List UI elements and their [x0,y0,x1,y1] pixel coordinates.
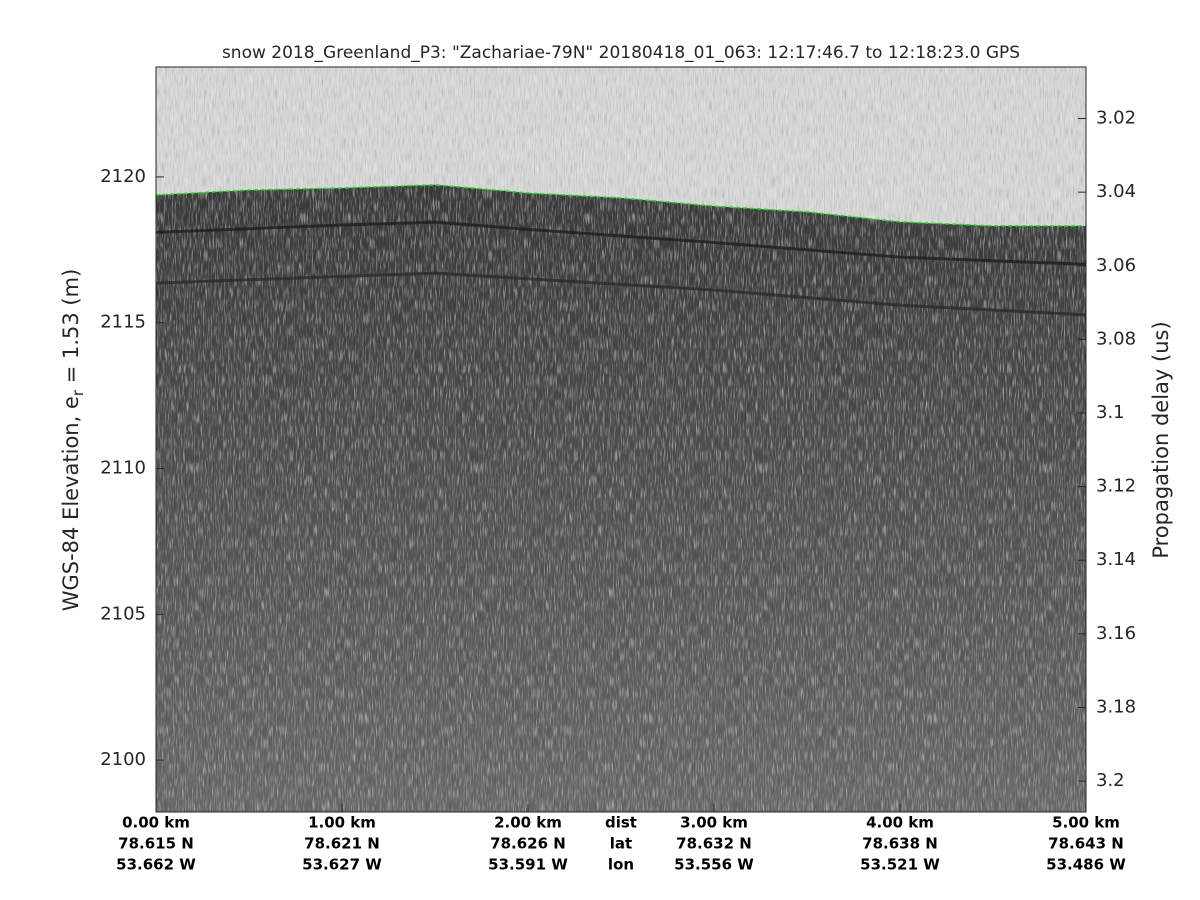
x-tick-label: 0.00 km [122,814,190,832]
lon-label: 53.556 W [674,856,754,874]
lat-label: 78.632 N [676,835,752,853]
y2-tick-label: 3.2 [1096,770,1125,791]
internal-layer [156,271,1086,317]
lon-label: 53.486 W [1046,856,1126,874]
lon-label: 53.591 W [488,856,568,874]
x-tick-label: 5.00 km [1052,814,1120,832]
y-label-text: = 1.53 (m) [59,269,83,390]
x-tick-label: 3.00 km [680,814,748,832]
y2-tick-label: 3.04 [1096,181,1136,202]
surface-line [156,184,1086,227]
y2-tick-label: 3.14 [1096,549,1136,570]
lat-label: 78.615 N [118,835,194,853]
ice-fill [156,184,1086,812]
y-tick-label: 2105 [100,603,146,624]
chart-title: snow 2018_Greenland_P3: "Zachariae-79N" … [222,43,1020,63]
x-tick-label: 1.00 km [308,814,376,832]
x-row-label: lon [608,856,634,874]
y2-axis-label: Propagation delay (us) [1149,321,1173,558]
lon-label: 53.627 W [302,856,382,874]
y2-tick-label: 3.06 [1096,255,1136,276]
y-label-sub: r [69,389,87,396]
lon-label: 53.521 W [860,856,940,874]
y-tick-label: 2120 [100,166,146,187]
y2-tick-label: 3.1 [1096,402,1125,423]
y-label-text: WGS-84 Elevation, e [59,396,83,611]
lat-label: 78.621 N [304,835,380,853]
plot-frame [155,66,1087,813]
y-tick-label: 2110 [100,458,146,479]
lat-label: 78.626 N [490,835,566,853]
x-tick-label: 4.00 km [866,814,934,832]
x-row-label: lat [610,835,632,853]
x-tick-label: 2.00 km [494,814,562,832]
y-axis-label: WGS-84 Elevation, er = 1.53 (m) [59,269,87,612]
lat-label: 78.643 N [1048,835,1124,853]
y-tick-label: 2115 [100,312,146,333]
plot-area [156,67,1086,812]
y2-tick-label: 3.02 [1096,108,1136,129]
internal-layer [156,220,1086,266]
lat-label: 78.638 N [862,835,938,853]
lon-label: 53.662 W [116,856,196,874]
y2-tick-label: 3.16 [1096,623,1136,644]
y-tick-label: 2100 [100,749,146,770]
y2-tick-label: 3.12 [1096,476,1136,497]
y2-tick-label: 3.18 [1096,696,1136,717]
x-row-label: dist [605,814,637,832]
y2-tick-label: 3.08 [1096,328,1136,349]
